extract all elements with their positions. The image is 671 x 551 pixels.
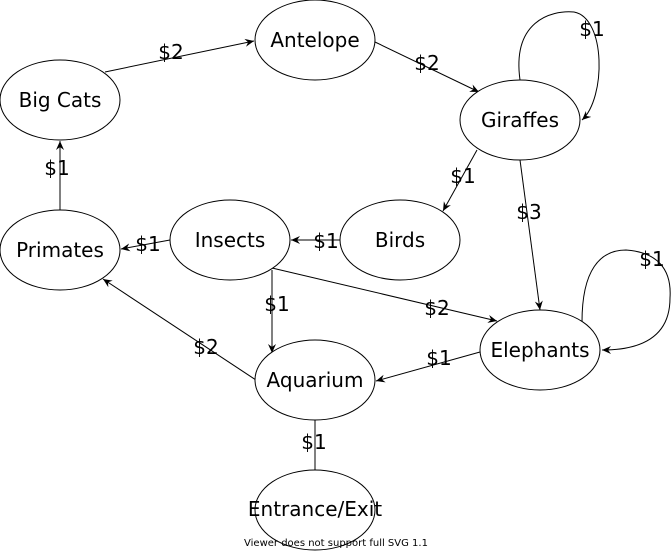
node-label-primates: Primates [16,238,104,262]
edge-giraffes-self [518,11,600,121]
edge-elephants-aquarium [375,351,481,383]
node-insects: Insects [169,199,291,281]
node-label-insects: Insects [195,228,266,252]
node-primates: Primates [0,209,121,291]
nodes: Big Cats Antelope Giraffes Primates Inse… [0,0,601,551]
node-label-aquarium: Aquarium [267,368,364,392]
edge-giraffes-birds [442,149,478,212]
node-label-giraffes: Giraffes [481,108,559,132]
node-label-big-cats: Big Cats [19,88,102,112]
edge-label-insects-elephants: $2 [424,296,449,320]
edge-insects-primates [120,239,171,252]
node-entrance-exit: Entrance/Exit [248,469,382,551]
node-elephants: Elephants [479,309,601,391]
node-label-antelope: Antelope [270,28,359,52]
edge-label-giraffes-self: $1 [579,17,604,41]
edge-aquarium-primates [102,278,257,381]
edge-elephants-self [581,249,671,354]
node-giraffes: Giraffes [459,79,581,161]
edge-label-elephants-aquarium: $1 [426,346,451,370]
node-label-birds: Birds [375,228,425,252]
edge-label-elephants-self: $1 [639,247,664,271]
edge-label-aquarium-entrance: $1 [301,430,326,454]
edge-giraffes-elephants [519,159,543,311]
edge-label-insects-primates: $1 [135,232,160,256]
edge-label-primates-bigcats: $1 [44,156,69,180]
edge-label-giraffes-elephants: $3 [516,200,541,224]
node-aquarium: Aquarium [254,339,376,421]
edge-label-birds-insects: $1 [313,229,338,253]
node-label-entrance-exit: Entrance/Exit [248,497,382,521]
edge-label-insects-aquarium: $1 [264,292,289,316]
edge-bigcats-antelope [104,38,255,73]
edge-label-bigcats-antelope: $2 [158,40,183,64]
node-antelope: Antelope [254,0,376,81]
edges [56,11,671,470]
node-birds: Birds [339,199,461,281]
edge-label-antelope-giraffes: $2 [414,51,439,75]
edge-antelope-giraffes [374,41,480,93]
edge-labels: $2 $2 $1 $1 $3 $1 $1 $1 $1 $2 $1 $1 $2 $… [44,17,664,454]
edge-label-giraffes-birds: $1 [450,164,475,188]
edge-insects-elephants [271,267,498,323]
node-label-elephants: Elephants [490,338,589,362]
node-big-cats: Big Cats [0,59,121,141]
edge-label-aquarium-primates: $2 [193,335,218,359]
svg-support-note: Viewer does not support full SVG 1.1 [244,538,428,549]
